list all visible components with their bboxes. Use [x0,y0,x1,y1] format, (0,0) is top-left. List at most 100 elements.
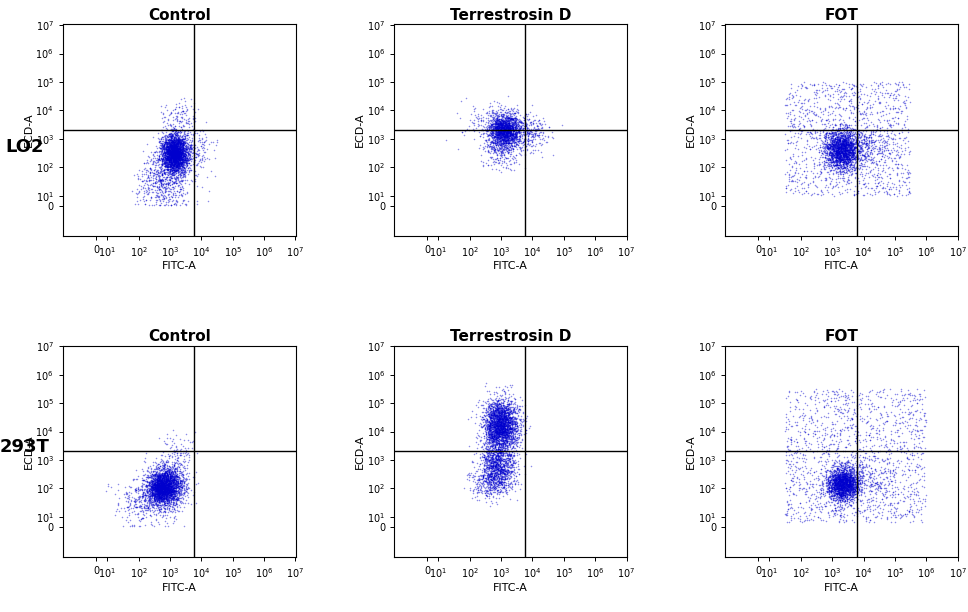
Point [862,482,878,492]
Point [838,473,854,483]
Point [149,474,165,483]
Point [161,160,176,170]
Point [175,188,191,198]
Point [517,139,532,149]
Point [502,381,518,390]
Point [162,495,177,505]
Point [828,146,843,156]
Point [164,147,179,157]
Point [878,416,893,426]
Point [783,83,799,93]
Point [497,122,512,132]
Point [157,493,172,503]
Point [806,452,822,462]
Point [494,411,509,421]
Point [487,424,502,434]
Point [488,411,503,421]
Point [167,148,183,158]
Point [176,143,192,153]
Point [513,411,529,420]
Point [814,450,830,460]
Point [169,152,185,162]
Point [858,153,873,163]
Point [151,475,166,485]
Point [161,468,176,477]
Point [497,114,512,124]
Point [839,162,855,171]
Point [481,479,497,488]
Point [489,427,504,437]
Point [843,97,859,106]
Point [839,130,855,140]
Point [161,481,176,491]
Point [487,431,502,441]
Point [842,154,858,163]
Point [836,161,852,171]
Point [835,474,851,484]
Point [818,133,833,143]
Point [863,135,879,145]
Point [869,170,885,180]
Point [496,405,511,414]
Point [825,157,840,167]
Point [511,428,527,438]
Point [497,460,512,469]
Point [810,512,826,522]
Point [165,153,180,163]
Point [845,135,861,144]
Point [822,128,837,138]
Point [500,431,516,441]
Point [491,123,506,133]
Point [497,428,512,438]
Point [487,408,502,418]
Point [489,454,504,464]
Point [176,162,192,172]
Point [841,475,857,485]
Point [176,167,192,177]
Point [168,130,184,140]
Point [151,477,166,487]
Point [175,167,191,177]
Point [499,414,514,424]
Point [532,119,548,129]
Point [157,152,172,162]
Point [837,141,853,151]
Point [842,480,858,490]
Point [831,485,846,495]
Point [495,469,510,479]
Point [135,471,150,480]
Point [498,454,513,464]
Point [824,151,839,160]
Point [847,436,862,446]
Point [835,458,851,468]
Point [829,153,844,163]
Point [172,127,188,136]
Point [883,182,898,192]
Point [162,500,177,510]
Point [911,505,926,515]
Point [863,496,879,506]
Point [484,418,499,428]
Point [836,479,852,488]
Point [487,478,502,488]
Point [830,387,845,397]
Point [499,128,514,138]
Point [835,173,851,183]
Point [165,139,180,149]
Point [164,120,179,130]
Point [157,482,172,491]
Point [493,478,508,488]
Point [151,485,166,494]
Point [483,439,499,449]
Point [166,147,182,157]
Point [832,131,848,141]
Point [839,144,855,154]
Point [858,108,873,118]
Point [162,143,177,153]
Point [497,411,512,420]
Point [780,138,796,148]
Point [832,476,847,485]
Point [147,490,163,500]
Point [487,116,502,126]
Point [171,148,187,158]
